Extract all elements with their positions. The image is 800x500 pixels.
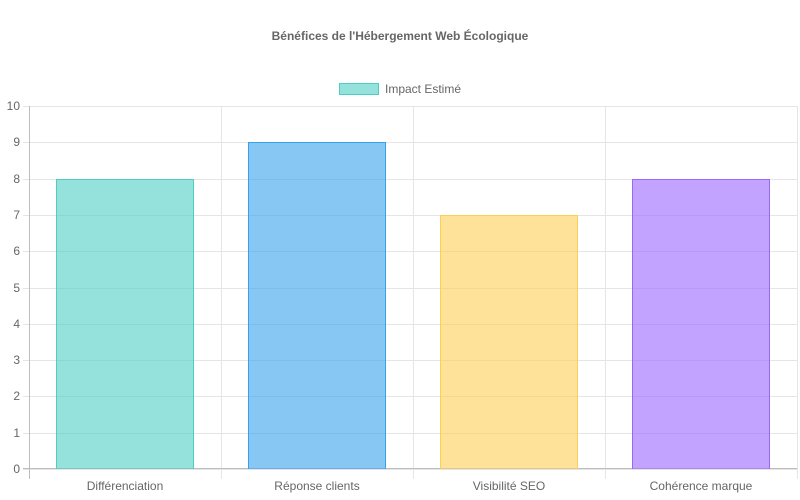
gridline-horizontal xyxy=(23,432,797,434)
y-tick-label: 4 xyxy=(13,316,20,331)
gridline-horizontal xyxy=(23,323,797,325)
gridline-vertical xyxy=(413,106,414,479)
gridline-vertical xyxy=(605,106,606,479)
y-tick-label: 5 xyxy=(13,280,20,295)
bar-diff-renciation[interactable] xyxy=(56,178,194,469)
y-tick-label: 7 xyxy=(13,207,20,222)
gridline-horizontal xyxy=(23,360,797,362)
bar-r-ponse-clients[interactable] xyxy=(248,142,386,469)
bar-visibilit-seo[interactable] xyxy=(440,214,578,469)
gridline-horizontal xyxy=(23,469,797,470)
legend-label[interactable]: Impact Estimé xyxy=(384,82,462,96)
gridline-vertical xyxy=(797,106,798,479)
bar-coh-rence-marque[interactable] xyxy=(632,178,770,469)
plot-area: 0 1 2 3 4 5 6 7 8 9 10 Différenciation Réponse clien… xyxy=(7,99,798,493)
gridline-horizontal xyxy=(23,251,797,253)
x-tick-label: Réponse clients xyxy=(274,479,360,493)
y-tick-label: 0 xyxy=(13,462,20,476)
gridline-horizontal xyxy=(23,287,797,289)
gridline-horizontal xyxy=(23,396,797,398)
y-tick-label: 3 xyxy=(13,353,20,368)
gridline-vertical xyxy=(221,106,222,479)
legend-swatch[interactable] xyxy=(338,83,379,95)
y-tick-label: 2 xyxy=(13,389,20,404)
x-tick-label: Différenciation xyxy=(86,479,164,493)
gridline-horizontal xyxy=(23,142,797,144)
gridline-horizontal xyxy=(23,106,797,107)
x-tick-label: Cohérence marque xyxy=(649,479,753,493)
x-axis xyxy=(23,468,797,469)
y-tick-label: 10 xyxy=(6,99,20,113)
y-axis xyxy=(29,106,30,479)
gridline-horizontal xyxy=(23,214,797,216)
y-tick-label: 9 xyxy=(13,135,20,150)
y-tick-label: 1 xyxy=(13,425,20,440)
legend: Impact Estimé xyxy=(0,82,800,96)
gridline-horizontal xyxy=(23,178,797,180)
x-tick-label: Visibilité SEO xyxy=(472,479,546,493)
chart-title: Bénéfices de l'Hébergement Web Écologiqu… xyxy=(271,29,529,43)
y-tick-label: 8 xyxy=(13,171,20,186)
y-tick-label: 6 xyxy=(13,244,20,259)
